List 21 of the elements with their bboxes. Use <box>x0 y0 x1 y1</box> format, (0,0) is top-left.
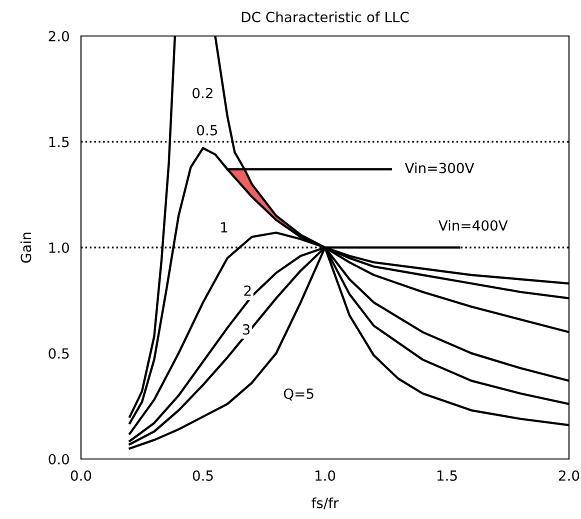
series-label: Vin=300V <box>404 162 474 174</box>
chart-title: DC Characteristic of LLC <box>242 12 409 22</box>
y-tick-label: 1.0 <box>49 242 69 253</box>
y-tick-label: 2.0 <box>48 30 69 42</box>
series-label: 0.5 <box>197 124 217 136</box>
y-tick-label: 0.0 <box>48 454 69 464</box>
series-label: 3 <box>242 324 250 335</box>
x-tick-label: 0.5 <box>192 470 213 481</box>
y-axis-title: Gain <box>20 232 32 263</box>
series-label: 0.2 <box>192 88 212 98</box>
y-tick-label: 0.5 <box>48 348 69 359</box>
x-tick-label: 1.0 <box>315 470 336 481</box>
x-tick-label: 0.0 <box>70 470 92 481</box>
x-axis-title: fs/fr <box>312 497 339 510</box>
x-tick-label: 1.5 <box>437 470 457 481</box>
y-tick-label: 1.5 <box>49 136 69 148</box>
series-label: Vin=400V <box>438 220 508 231</box>
text: Q=5 <box>284 388 314 401</box>
series-label: 2 <box>244 286 251 296</box>
series-label: 1 <box>221 222 228 232</box>
x-tick-label: 2.0 <box>558 470 580 481</box>
